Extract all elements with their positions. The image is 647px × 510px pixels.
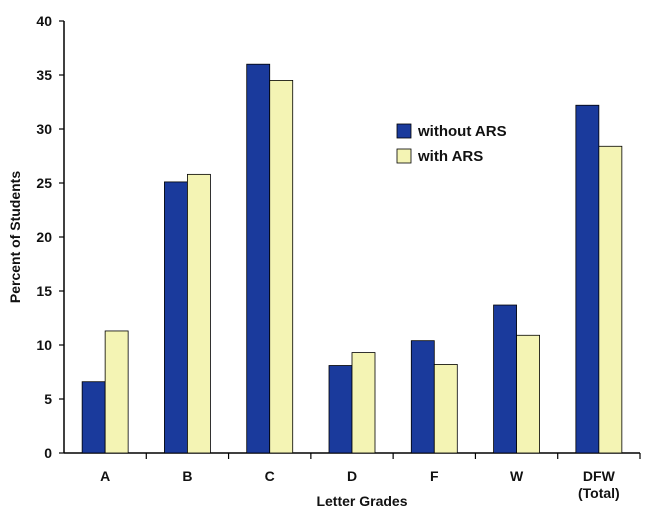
bar-without-ars — [328, 365, 353, 454]
x-tick-label: DFW (Total) — [578, 468, 620, 501]
bar-with-ars — [269, 80, 294, 454]
y-tick-label: 35 — [36, 67, 52, 83]
y-tick-label: 30 — [36, 121, 52, 137]
legend-swatch — [396, 148, 412, 164]
y-tick-label: 25 — [36, 175, 52, 191]
bar-with-ars — [104, 330, 129, 454]
x-axis-title: Letter Grades — [316, 493, 407, 509]
bar-with-ars — [433, 364, 458, 454]
y-axis: 0 5 10 15 20 25 30 35 40 — [36, 13, 65, 461]
bar-without-ars — [246, 63, 271, 454]
y-tick-label: 5 — [44, 391, 52, 407]
bar-with-ars — [187, 173, 211, 454]
bars — [81, 63, 623, 454]
bar-without-ars — [575, 104, 600, 454]
legend-swatch — [396, 123, 412, 139]
x-tick-label: B — [182, 468, 192, 484]
bar-without-ars — [164, 181, 188, 454]
y-tick-label: 15 — [36, 283, 52, 299]
legend-label: without ARS — [417, 123, 507, 140]
y-tick-label: 20 — [36, 229, 52, 245]
bar-without-ars — [493, 304, 517, 454]
y-tick-label: 40 — [36, 13, 52, 29]
x-tick-label: A — [100, 468, 110, 484]
bar-with-ars — [516, 334, 540, 454]
bar-without-ars — [410, 340, 435, 454]
x-axis: A B C D F W DFW (Total) — [64, 452, 641, 501]
legend-label: with ARS — [417, 148, 483, 165]
bar-without-ars — [81, 381, 106, 454]
x-tick-label: F — [430, 468, 439, 484]
y-axis-title: Percent of Students — [7, 171, 23, 303]
x-tick-label: W — [510, 468, 524, 484]
y-tick-label: 0 — [44, 445, 52, 461]
x-tick-label: D — [347, 468, 357, 484]
bar-with-ars — [598, 145, 623, 454]
bar-with-ars — [351, 352, 376, 454]
x-tick-label: C — [265, 468, 275, 484]
y-tick-label: 10 — [36, 337, 52, 353]
legend: without ARS with ARS — [396, 123, 507, 165]
